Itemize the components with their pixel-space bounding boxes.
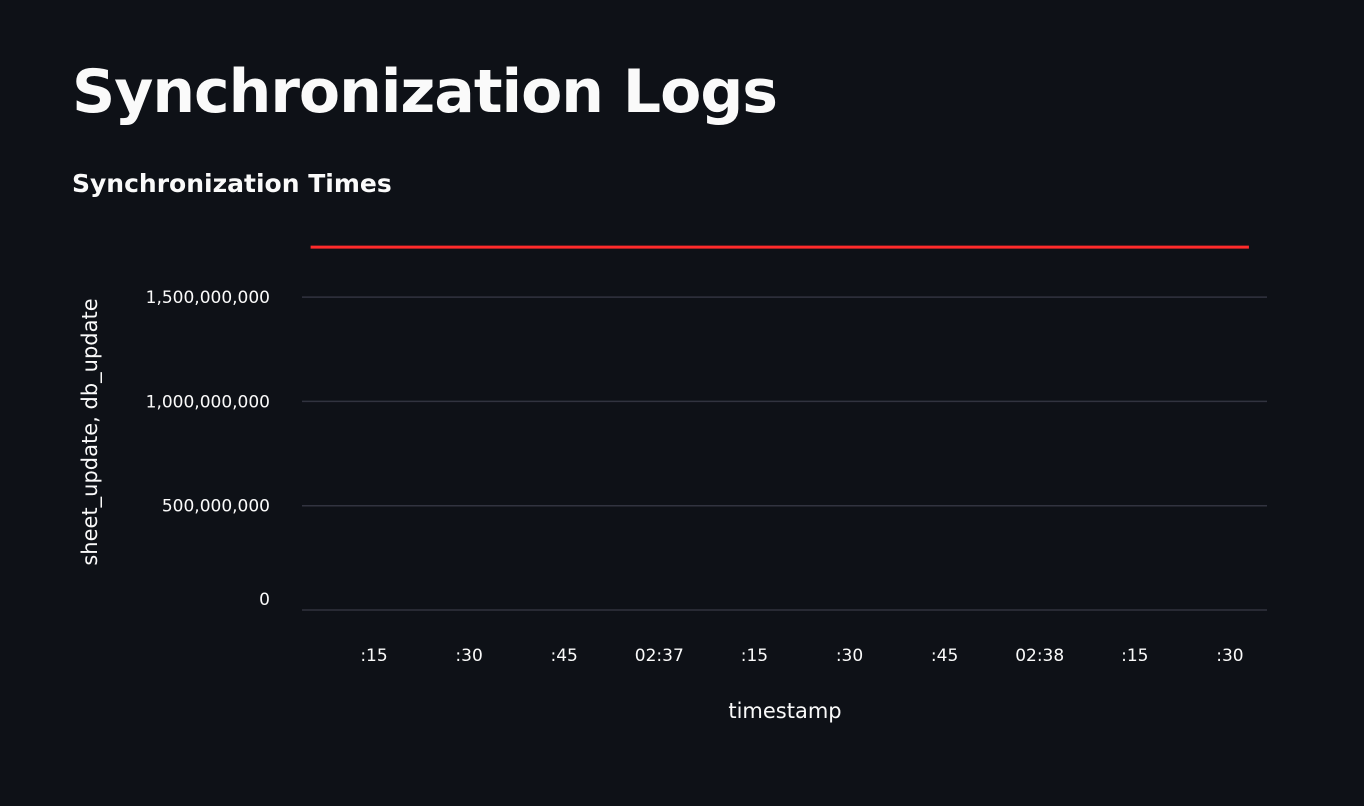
x-tick-label: :15: [360, 646, 387, 666]
x-tick-label: :30: [836, 646, 863, 666]
x-tick-label: :15: [1121, 646, 1148, 666]
x-tick-label: :15: [741, 646, 768, 666]
y-axis-ticks: 0 500,000,000 1,000,000,000 1,500,000,000: [146, 288, 270, 610]
page-title: Synchronization Logs: [72, 57, 778, 127]
x-tick-label: :30: [1216, 646, 1243, 666]
y-tick-label: 0: [259, 590, 270, 610]
x-axis-ticks: :15 :30 :45 02:37 :15 :30 :45 02:38 :15 :30: [360, 646, 1243, 666]
x-tick-label: 02:38: [1015, 646, 1064, 666]
y-tick-label: 1,000,000,000: [146, 392, 270, 412]
y-tick-label: 1,500,000,000: [146, 288, 270, 308]
x-axis-title: timestamp: [728, 699, 841, 723]
y-axis-title: sheet_update, db_update: [78, 298, 103, 565]
chart-section-title: Synchronization Times: [72, 169, 392, 198]
gridlines: [302, 296, 1267, 611]
x-tick-label: 02:37: [635, 646, 684, 666]
x-tick-label: :30: [455, 646, 482, 666]
y-tick-label: 500,000,000: [162, 497, 270, 517]
x-tick-label: :45: [551, 646, 578, 666]
x-tick-label: :45: [931, 646, 958, 666]
